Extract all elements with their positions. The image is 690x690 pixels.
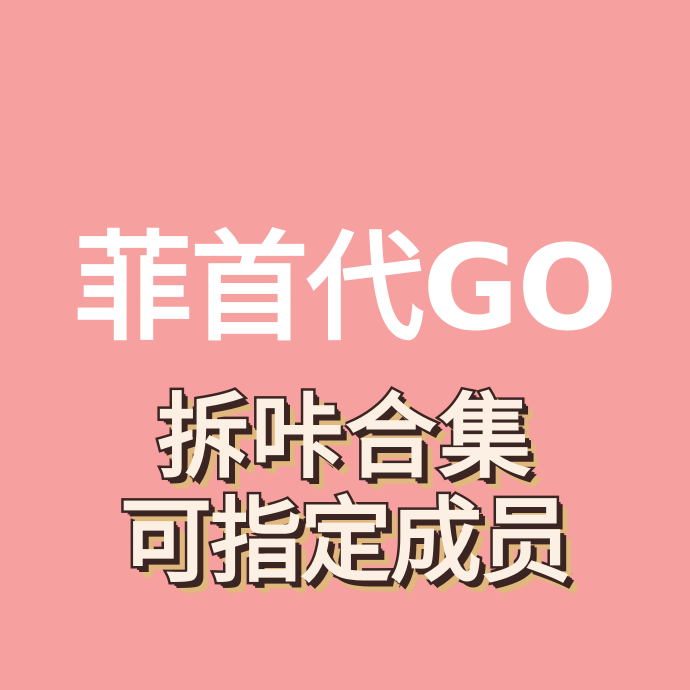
subline-card-collection: 拆咔合集 bbox=[154, 384, 533, 491]
subline-member-selection: 可指定成员 bbox=[117, 488, 574, 595]
headline-title: 菲首代GO bbox=[74, 219, 617, 357]
